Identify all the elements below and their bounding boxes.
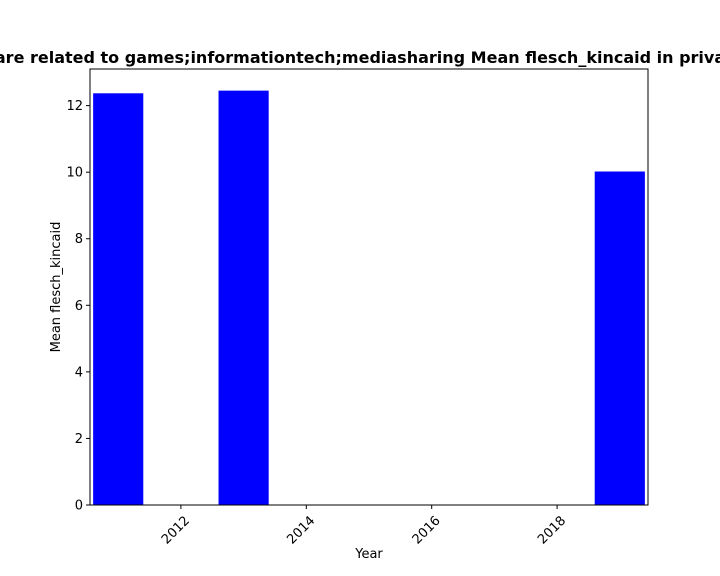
y-tick-label: 2 xyxy=(75,432,83,447)
bar-2011 xyxy=(93,93,144,506)
y-tick-label: 0 xyxy=(75,499,83,514)
x-tick-label: 2012 xyxy=(159,513,193,547)
bars-group xyxy=(93,90,645,506)
y-tick-label: 4 xyxy=(75,365,83,380)
x-tick-label: 2016 xyxy=(410,513,444,547)
y-tick-label: 8 xyxy=(75,232,83,247)
chart-title: …are related to games;informationtech;me… xyxy=(0,48,720,67)
y-axis: 0 2 4 6 8 10 12 xyxy=(66,99,90,514)
plot-frame xyxy=(89,68,649,506)
x-axis-label: Year xyxy=(354,547,383,562)
y-tick-label: 10 xyxy=(66,166,83,181)
bar-2013 xyxy=(218,90,269,505)
bar-2019 xyxy=(594,171,645,505)
y-tick-label: 12 xyxy=(66,99,83,114)
y-tick-label: 6 xyxy=(75,299,83,314)
x-axis: 2012 2014 2016 2018 xyxy=(159,505,569,547)
x-tick-label: 2014 xyxy=(284,513,318,547)
y-axis-label: Mean flesch_kincaid xyxy=(49,222,64,353)
x-tick-label: 2018 xyxy=(535,513,569,547)
